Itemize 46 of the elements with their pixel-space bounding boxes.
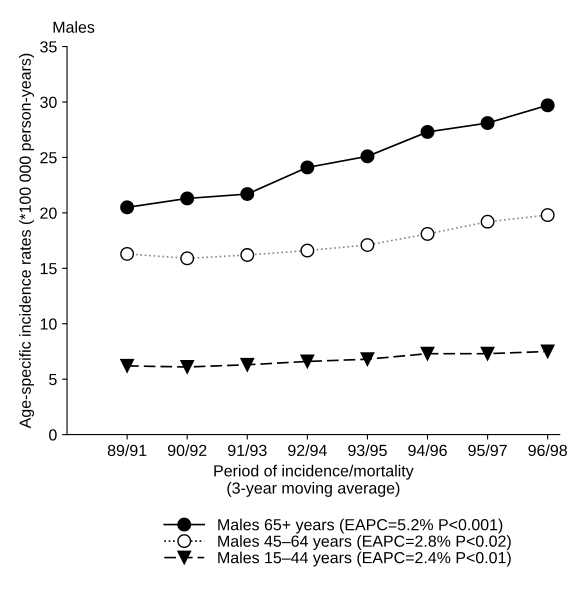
x-tick-label: 94/96 [408, 444, 447, 456]
legend-label: Males 65+ years (EAPC=5.2% P<0.001) [218, 518, 502, 534]
x-tick-label: 90/92 [168, 444, 206, 456]
point [120, 358, 134, 373]
point [120, 200, 134, 214]
point [240, 248, 254, 262]
point [540, 98, 555, 112]
point [240, 358, 254, 372]
point [180, 251, 194, 266]
point [240, 187, 254, 201]
x-tick-label: 95/97 [468, 444, 507, 456]
y-tick-label: 0 [49, 429, 57, 441]
y-tick-label: 35 [40, 41, 57, 53]
point [420, 346, 434, 361]
y-tick-label: 10 [40, 318, 57, 330]
x-tick-label: 93/95 [348, 444, 387, 456]
point [300, 244, 314, 258]
legend-label: Males 45–64 years (EAPC=2.8% P<0.02) [218, 535, 511, 550]
point [360, 352, 374, 366]
point [300, 354, 314, 368]
x-axis-title: Period of incidence/mortality (3-year moving average) [214, 464, 414, 497]
point [120, 246, 134, 261]
point [480, 116, 495, 130]
y-tick-label: 5 [49, 374, 57, 386]
y-axis-title: Age-specific incidence rates (*100 000 person-years) [19, 54, 34, 428]
y-tick-label: 15 [40, 263, 57, 274]
y-tick-label: 25 [40, 152, 57, 164]
chart-title: Males [54, 21, 94, 33]
point [360, 238, 374, 252]
point [540, 344, 555, 358]
point [180, 360, 194, 374]
point [420, 124, 434, 139]
point [480, 214, 495, 229]
x-tick-label: 89/91 [108, 444, 146, 456]
point [540, 208, 555, 222]
point [180, 192, 194, 206]
legend-label: Males 15–44 years (EAPC=2.4% P<0.01) [218, 552, 511, 566]
x-tick-label: 96/98 [528, 444, 567, 456]
y-tick-label: 20 [40, 208, 57, 219]
y-tick-label: 30 [40, 96, 57, 108]
x-tick-label: 92/94 [288, 444, 327, 456]
point [360, 149, 374, 164]
point [480, 346, 495, 361]
point [300, 160, 314, 174]
x-tick-label: 91/93 [228, 444, 267, 456]
point [420, 226, 434, 241]
